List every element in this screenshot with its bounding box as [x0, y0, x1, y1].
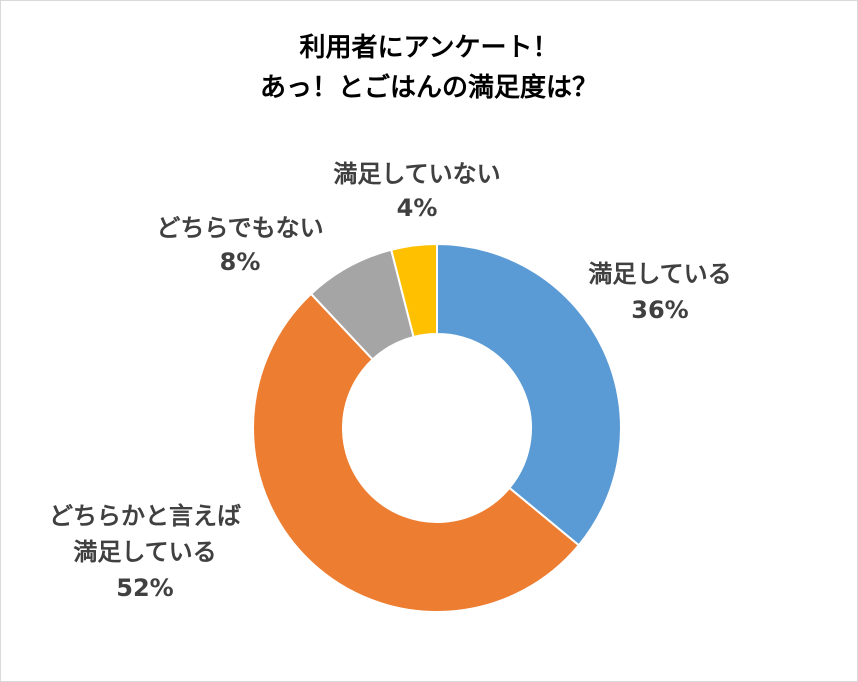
label-not-satisfied: 満足していない 4% — [333, 160, 500, 222]
data-label-category: どちらかと言えば — [49, 502, 241, 530]
slice-not-satisfied — [390, 242, 438, 339]
chart-title-line-1: 利用者にアンケート！ — [299, 33, 559, 63]
slice-satisfied — [436, 242, 622, 547]
data-label-value: 4% — [397, 194, 438, 222]
label-satisfied: 満足している 36% — [588, 260, 731, 324]
data-label-value: 8% — [220, 248, 261, 276]
data-label-category: どちらでもない — [156, 214, 323, 242]
slice-somewhat-satisfied — [252, 292, 581, 613]
chart-title-line-2: あっ！とごはんの満足度は？ — [259, 73, 598, 103]
data-label-category: 満足していない — [333, 160, 500, 188]
label-neutral: どちらでもない 8% — [156, 214, 323, 276]
data-label-value: 52% — [116, 574, 173, 602]
data-label-category: 満足している — [588, 260, 731, 288]
data-label-category: 満足している — [73, 538, 216, 566]
data-label-value: 36% — [631, 296, 688, 324]
